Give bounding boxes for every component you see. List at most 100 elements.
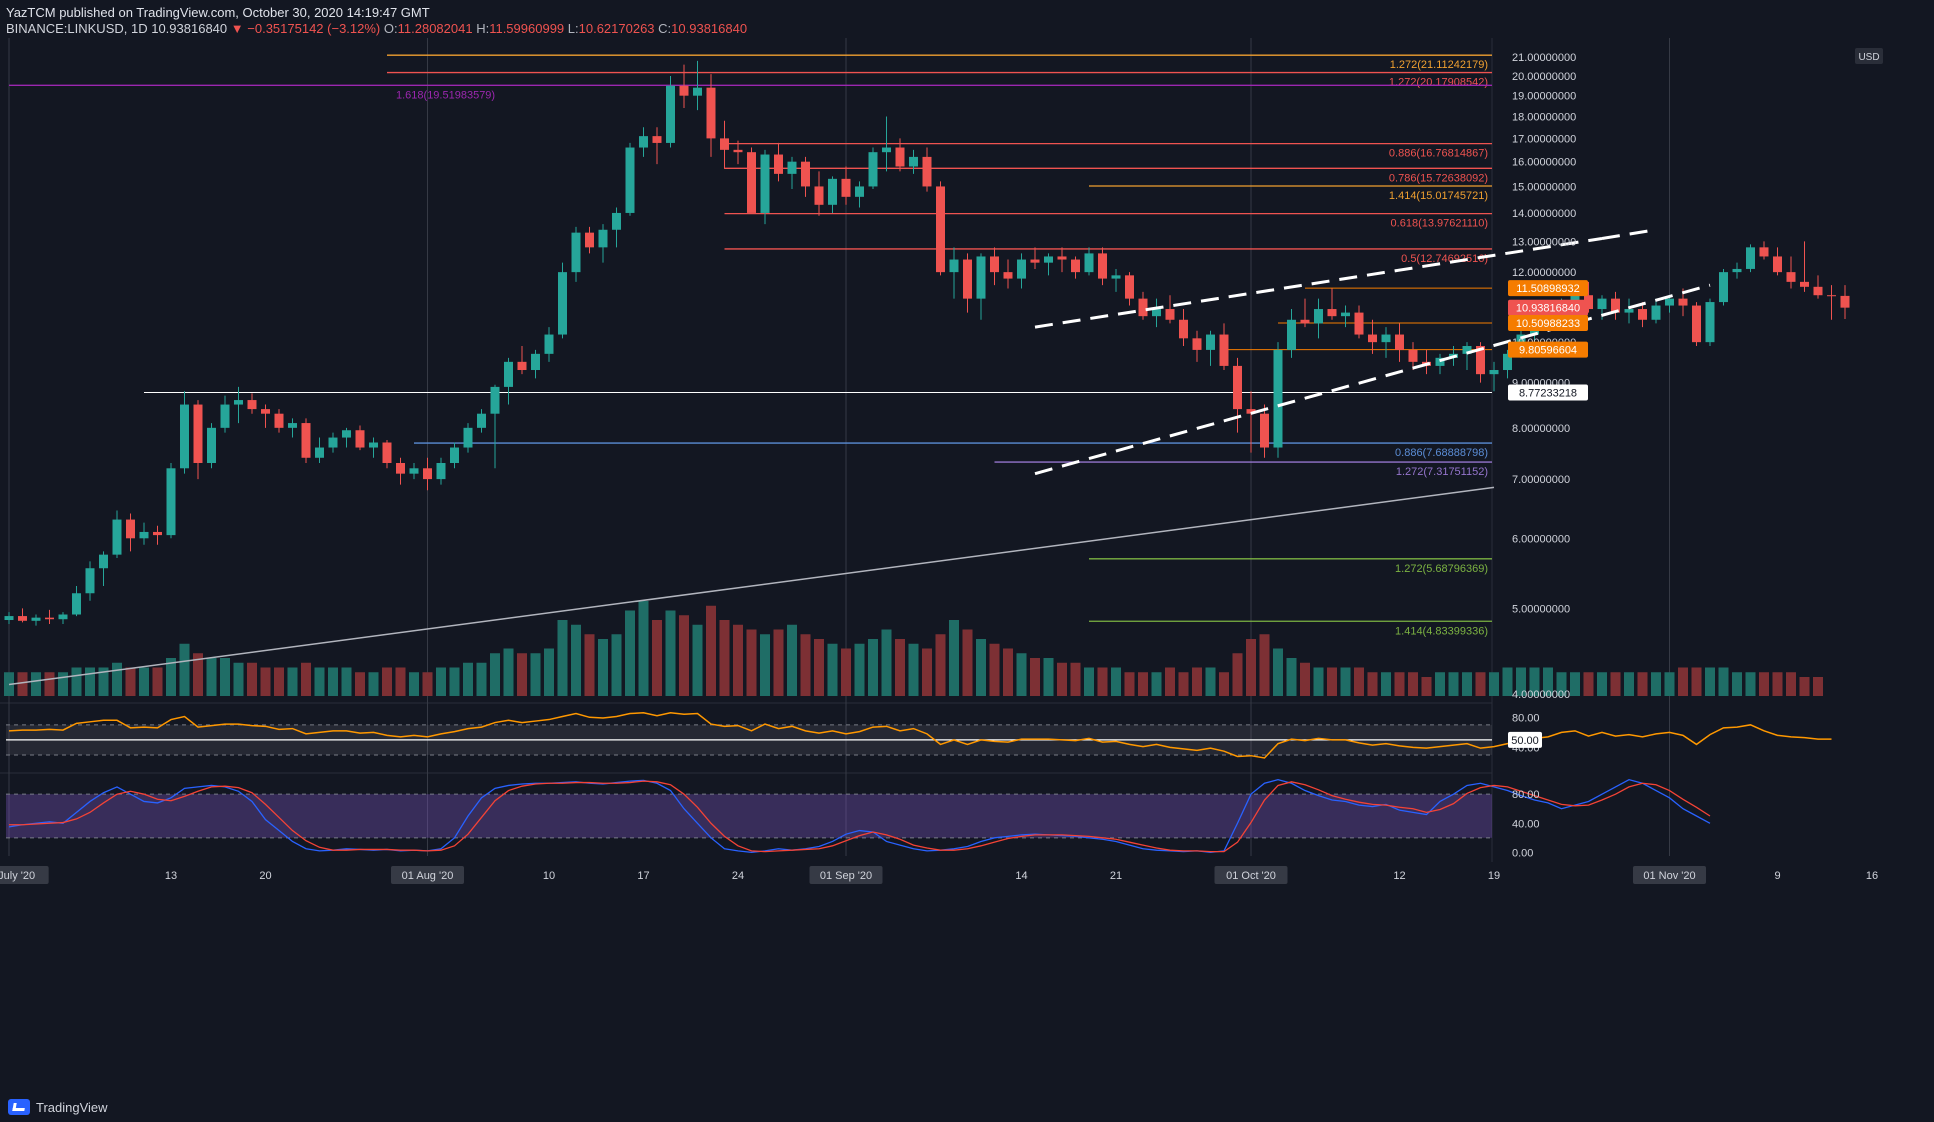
candle-body <box>1786 272 1796 282</box>
volume-bar <box>1043 658 1054 696</box>
currency-label: USD <box>1858 52 1879 63</box>
open-label: O: <box>383 21 398 36</box>
candle-body <box>1665 298 1674 306</box>
chart-header: YazTCM published on TradingView.com, Oct… <box>0 0 1934 38</box>
candle-body <box>855 186 864 197</box>
volume-bar <box>1367 672 1378 696</box>
date-axis-tick: 16 <box>1866 870 1878 882</box>
symbol-name[interactable]: BINANCE:LINKUSD, 1D <box>6 21 148 36</box>
volume-bar <box>1313 667 1324 696</box>
down-arrow-icon: ▼ <box>230 21 244 36</box>
candle-body <box>814 186 824 205</box>
candle-body <box>1773 256 1782 273</box>
stoch-d-line <box>9 780 1711 853</box>
volume-bar <box>193 653 203 696</box>
volume-bar <box>949 620 959 696</box>
candle-body <box>1705 302 1715 343</box>
candle-body <box>1584 295 1593 310</box>
volume-bar <box>139 667 149 696</box>
volume-bar <box>314 667 325 696</box>
stoch-band <box>6 794 1492 838</box>
volume-bar <box>1138 672 1148 696</box>
candle-body <box>382 442 392 463</box>
candle-body <box>760 154 770 213</box>
volume-bar <box>341 667 352 696</box>
candle-body <box>180 404 189 469</box>
candle-body <box>1597 298 1607 310</box>
candle-body <box>1570 295 1580 303</box>
candle-body <box>436 462 446 480</box>
volume-bar <box>854 643 865 696</box>
candle-body <box>1287 319 1296 350</box>
price-tag-label: 11.50898932 <box>1516 283 1579 295</box>
volume-bar <box>868 639 878 696</box>
candle-body <box>261 409 270 414</box>
stoch-k-line <box>8 778 1711 854</box>
candle-body <box>112 519 122 555</box>
volume-bar <box>1759 672 1769 696</box>
volume-bar <box>1205 667 1216 696</box>
fib-level-label: 1.272(5.68796369) <box>1395 563 1488 575</box>
candle-body <box>1476 346 1485 375</box>
candle-body <box>801 161 810 187</box>
close-label: C: <box>658 21 672 36</box>
date-axis-badge <box>391 866 464 884</box>
volume-bar <box>152 667 163 696</box>
date-axis-badge <box>1633 866 1706 884</box>
open-value: 11.28082041 <box>397 21 473 36</box>
candle-body <box>1759 247 1769 257</box>
trading-chart[interactable]: 1.272(21.11242179) 1.272(20.17908542) 1.61… <box>0 38 1934 1094</box>
volume-bar <box>571 624 581 696</box>
volume-bar <box>800 634 811 696</box>
volume-bar <box>1421 677 1432 696</box>
volume-bar <box>1097 667 1108 696</box>
price-axis-tick: 16.00000000 <box>1512 157 1576 169</box>
candle-body <box>288 423 297 428</box>
candle-body <box>733 149 743 153</box>
volume-bar <box>1070 662 1081 696</box>
candle-body <box>1354 312 1364 335</box>
volume-bar <box>706 605 716 696</box>
volume-bar <box>1030 658 1040 696</box>
volume-bar <box>98 667 109 696</box>
candle-body <box>1638 309 1647 320</box>
candle-body <box>1098 253 1107 279</box>
volume-bar <box>112 662 122 696</box>
tradingview-logo[interactable]: TradingView <box>8 1099 108 1115</box>
candle-body <box>328 437 338 448</box>
fib-level-label: 1.272(20.17908542) <box>1389 77 1488 89</box>
price-axis-tick: 12.00000000 <box>1512 267 1576 279</box>
volume-bar <box>544 648 554 696</box>
volume-bar <box>1583 672 1594 696</box>
candle-body <box>1489 370 1499 375</box>
volume-bar <box>679 615 689 696</box>
candle-body <box>247 400 257 410</box>
candle-body <box>679 85 689 96</box>
candle-body <box>18 616 27 621</box>
candle-body <box>4 616 14 621</box>
price-change: −0.35175142 (−3.12%) <box>247 21 381 36</box>
volume-bar <box>1151 672 1162 696</box>
candle-body <box>517 361 527 371</box>
volume-bar <box>665 610 676 696</box>
candle-body <box>841 178 851 197</box>
volume-bar <box>179 643 190 696</box>
candle-body <box>1273 349 1283 448</box>
price-tag <box>1508 280 1588 297</box>
candle-body <box>990 256 999 273</box>
volume-bar <box>922 648 932 696</box>
volume-bar <box>17 672 28 696</box>
channel-trendline <box>1034 236 1603 329</box>
date-axis-badge <box>1214 866 1288 884</box>
volume-bar <box>1435 672 1445 696</box>
candle-body <box>1678 298 1688 306</box>
candle-body <box>423 468 432 480</box>
volume-bar <box>1286 658 1297 696</box>
volume-bar <box>1124 672 1135 696</box>
brand-name: TradingView <box>36 1099 108 1115</box>
volume-bar <box>1475 672 1486 696</box>
candle-body <box>571 232 581 273</box>
volume-bar <box>962 629 973 696</box>
date-axis-tick: 9 <box>1774 870 1780 882</box>
candle-body <box>1381 334 1391 343</box>
